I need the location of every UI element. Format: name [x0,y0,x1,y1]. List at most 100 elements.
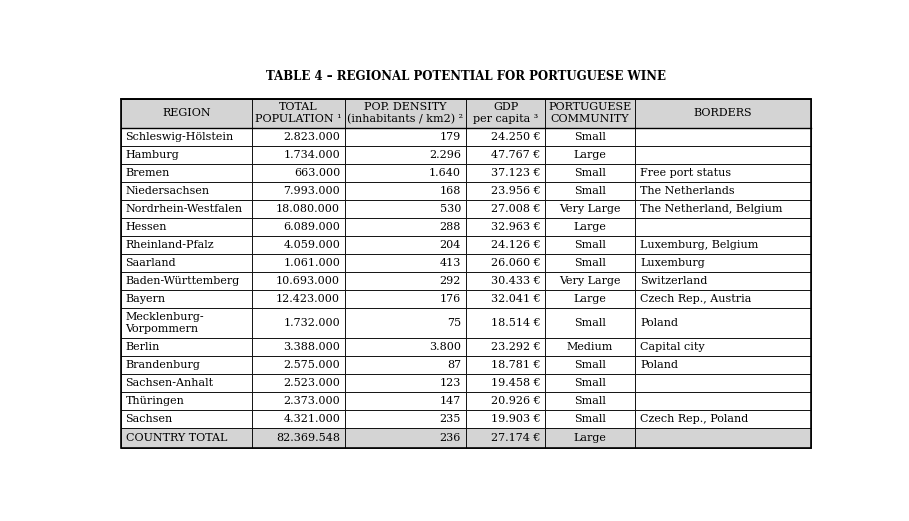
Text: Poland: Poland [640,318,678,328]
Bar [465,146,545,164]
Text: Bremen: Bremen [125,168,170,178]
Text: Large: Large [574,150,606,160]
Text: 82.369.548: 82.369.548 [276,433,340,443]
Bar [465,254,545,272]
Bar [635,356,811,374]
Text: Luxemburg, Belgium: Luxemburg, Belgium [640,240,758,250]
Text: Mecklenburg-
Vorpommern: Mecklenburg- Vorpommern [125,312,205,334]
Bar [252,392,345,410]
Bar [252,164,345,182]
Text: 288: 288 [440,222,461,232]
Text: Small: Small [574,258,606,268]
Bar [465,236,545,254]
Bar [635,374,811,392]
Text: Rheinland-Pfalz: Rheinland-Pfalz [125,240,215,250]
Text: Very Large: Very Large [559,204,621,214]
Text: Small: Small [574,132,606,142]
Bar [545,218,635,236]
Bar [345,218,465,236]
Bar [465,392,545,410]
Text: 1.734.000: 1.734.000 [284,150,340,160]
Text: Brandenburg: Brandenburg [125,360,201,370]
Text: 176: 176 [440,294,461,304]
Bar [345,128,465,146]
Text: Capital city: Capital city [640,342,704,352]
Text: 24.250 €: 24.250 € [491,132,540,142]
Text: 7.993.000: 7.993.000 [284,187,340,196]
Text: 2.373.000: 2.373.000 [284,396,340,406]
Text: 530: 530 [440,204,461,214]
Text: 30.433 €: 30.433 € [491,276,540,286]
Bar [635,128,811,146]
Text: 26.060 €: 26.060 € [491,258,540,268]
Bar [121,182,252,200]
Text: 235: 235 [440,414,461,424]
Text: 24.126 €: 24.126 € [491,240,540,250]
Bar [545,236,635,254]
Text: Baden-Württemberg: Baden-Württemberg [125,276,240,286]
Bar [252,254,345,272]
Text: 19.458 €: 19.458 € [491,378,540,388]
Text: Thüringen: Thüringen [125,396,185,406]
Bar [465,272,545,290]
Text: 123: 123 [440,378,461,388]
Bar [635,272,811,290]
Text: 1.640: 1.640 [429,168,461,178]
Bar [635,200,811,218]
Text: Free port status: Free port status [640,168,731,178]
Bar [635,218,811,236]
Bar [545,428,635,448]
Bar [545,254,635,272]
Bar [252,218,345,236]
Text: 23.292 €: 23.292 € [491,342,540,352]
Bar [252,146,345,164]
Text: 413: 413 [440,258,461,268]
Bar [121,392,252,410]
Text: 37.123 €: 37.123 € [491,168,540,178]
Bar [545,356,635,374]
Text: 19.903 €: 19.903 € [491,414,540,424]
Text: COUNTRY TOTAL: COUNTRY TOTAL [125,433,227,443]
Text: PORTUGUESE
COMMUNITY: PORTUGUESE COMMUNITY [548,103,632,125]
Text: 87: 87 [447,360,461,370]
Bar [345,338,465,356]
Bar [465,308,545,338]
Bar [121,164,252,182]
Bar [345,290,465,308]
Text: 6.089.000: 6.089.000 [284,222,340,232]
Bar [635,410,811,428]
Bar [465,218,545,236]
Text: 18.781 €: 18.781 € [491,360,540,370]
Text: 32.041 €: 32.041 € [491,294,540,304]
Bar [121,428,252,448]
Bar [121,356,252,374]
Text: Large: Large [574,222,606,232]
Text: 179: 179 [440,132,461,142]
Text: POP. DENSITY
(inhabitants / km2) ²: POP. DENSITY (inhabitants / km2) ² [347,102,464,125]
Bar [465,428,545,448]
Bar [252,428,345,448]
Bar [465,164,545,182]
Text: Czech Rep., Poland: Czech Rep., Poland [640,414,748,424]
Bar [545,98,635,128]
Bar [635,254,811,272]
Text: 3.800: 3.800 [429,342,461,352]
Text: The Netherland, Belgium: The Netherland, Belgium [640,204,783,214]
Bar [252,128,345,146]
Text: 47.767 €: 47.767 € [491,150,540,160]
Text: 2.523.000: 2.523.000 [284,378,340,388]
Bar [345,374,465,392]
Text: 663.000: 663.000 [294,168,340,178]
Bar [252,236,345,254]
Text: Hamburg: Hamburg [125,150,179,160]
Text: Small: Small [574,187,606,196]
Text: Large: Large [574,294,606,304]
Bar [345,308,465,338]
Bar [635,338,811,356]
Text: 32.963 €: 32.963 € [491,222,540,232]
Bar [465,200,545,218]
Bar [345,356,465,374]
Text: Small: Small [574,360,606,370]
Bar [635,392,811,410]
Bar [545,200,635,218]
